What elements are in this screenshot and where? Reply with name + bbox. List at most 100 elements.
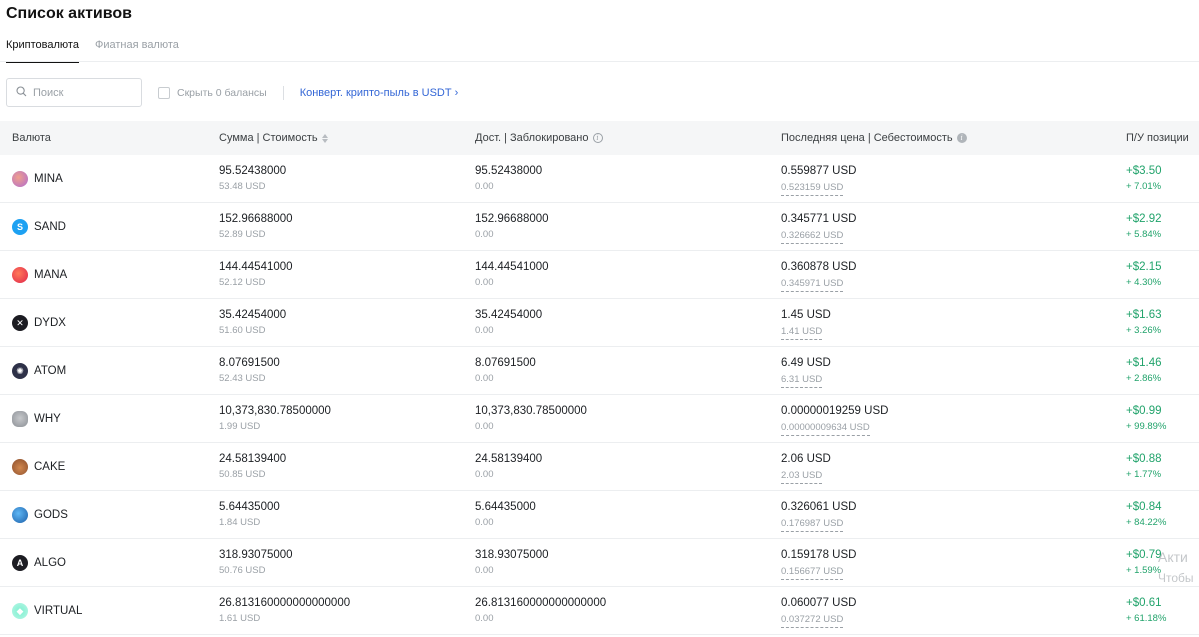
available-value: 10,373,830.78500000: [475, 405, 587, 417]
pnl-value: +$3.50: [1126, 165, 1162, 177]
atom-icon: ✺: [12, 363, 28, 379]
amount-usd-value: 52.12 USD: [219, 277, 266, 288]
price-cell: 0.159178 USD 0.156677 USD: [781, 549, 856, 580]
amount-usd-value: 50.76 USD: [219, 565, 266, 576]
asset-tabs: Криптовалюта Фиатная валюта: [6, 39, 179, 63]
pnl-cell: +$0.88 + 1.77%: [1126, 453, 1162, 480]
cost-basis[interactable]: 6.31 USD: [781, 374, 823, 388]
locked-value: 0.00: [475, 181, 494, 192]
last-price: 0.360878 USD: [781, 261, 857, 273]
amount-value: 318.93075000: [219, 549, 293, 561]
coin-cell: S SAND: [12, 219, 66, 235]
coin-cell: CAKE: [12, 459, 65, 475]
pnl-percent: + 1.59%: [1126, 565, 1162, 576]
available-cell: 24.58139400 0.00: [475, 453, 542, 480]
info-icon[interactable]: i: [956, 133, 967, 143]
header-amount[interactable]: Сумма | Стоимость: [219, 132, 328, 144]
coin-cell: GODS: [12, 507, 68, 523]
pnl-cell: +$0.79 + 1.59%: [1126, 549, 1162, 576]
price-cell: 0.345771 USD 0.326662 USD: [781, 213, 856, 244]
last-price: 0.00000019259 USD: [781, 405, 889, 417]
amount-cell: 95.52438000 53.48 USD: [219, 165, 286, 192]
amount-cell: 5.64435000 1.84 USD: [219, 501, 280, 528]
info-icon[interactable]: i: [592, 133, 603, 143]
table-row[interactable]: ✕ DYDX 35.42454000 51.60 USD 35.42454000…: [0, 299, 1199, 347]
pnl-value: +$0.99: [1126, 405, 1162, 417]
cost-basis[interactable]: 0.037272 USD: [781, 614, 844, 628]
amount-cell: 8.07691500 52.43 USD: [219, 357, 280, 384]
pnl-value: +$2.15: [1126, 261, 1162, 273]
cost-basis[interactable]: 2.03 USD: [781, 470, 823, 484]
pnl-percent: + 3.26%: [1126, 325, 1162, 336]
hide-zero-label: Скрыть 0 балансы: [177, 86, 267, 99]
cost-basis[interactable]: 0.156677 USD: [781, 566, 844, 580]
amount-cell: 152.96688000 52.89 USD: [219, 213, 293, 240]
available-cell: 152.96688000 0.00: [475, 213, 549, 240]
cost-basis[interactable]: 0.326662 USD: [781, 230, 844, 244]
header-price: Последняя цена | Себестоимость i: [781, 132, 967, 144]
hide-zero-checkbox[interactable]: [158, 86, 170, 99]
pnl-value: +$0.61: [1126, 597, 1162, 609]
pnl-percent: + 84.22%: [1126, 517, 1167, 528]
coin-symbol: CAKE: [34, 461, 66, 473]
convert-dust-link[interactable]: Конверт. крипто-пыль в USDT ›: [300, 87, 459, 99]
last-price: 1.45 USD: [781, 309, 831, 321]
cost-basis[interactable]: 0.345971 USD: [781, 278, 844, 292]
table-header: Валюта Сумма | Стоимость Дост. | Заблоки…: [0, 121, 1199, 155]
table-row[interactable]: S SAND 152.96688000 52.89 USD 152.966880…: [0, 203, 1199, 251]
price-cell: 2.06 USD 2.03 USD: [781, 453, 831, 484]
last-price: 0.559877 USD: [781, 165, 857, 177]
asset-rows: MINA 95.52438000 53.48 USD 95.52438000 0…: [0, 155, 1199, 635]
virtual-icon: ◆: [12, 603, 28, 619]
coin-symbol: VIRTUAL: [34, 605, 83, 617]
hide-zero-toggle[interactable]: Скрыть 0 балансы: [158, 86, 267, 99]
coin-symbol: SAND: [34, 221, 66, 233]
last-price: 0.345771 USD: [781, 213, 857, 225]
amount-value: 5.64435000: [219, 501, 280, 513]
amount-cell: 35.42454000 51.60 USD: [219, 309, 286, 336]
pnl-percent: + 2.86%: [1126, 373, 1162, 384]
cost-basis[interactable]: 1.41 USD: [781, 326, 823, 340]
search-box[interactable]: [6, 78, 142, 107]
toolbar: Скрыть 0 балансы Конверт. крипто-пыль в …: [6, 78, 458, 107]
table-row[interactable]: MANA 144.44541000 52.12 USD 144.44541000…: [0, 251, 1199, 299]
cake-icon: [12, 459, 28, 475]
sort-icon[interactable]: [321, 133, 328, 143]
amount-cell: 318.93075000 50.76 USD: [219, 549, 293, 576]
price-cell: 0.326061 USD 0.176987 USD: [781, 501, 856, 532]
table-row[interactable]: CAKE 24.58139400 50.85 USD 24.58139400 0…: [0, 443, 1199, 491]
cost-basis[interactable]: 0.176987 USD: [781, 518, 844, 532]
table-row[interactable]: WHY 10,373,830.78500000 1.99 USD 10,373,…: [0, 395, 1199, 443]
last-price: 2.06 USD: [781, 453, 831, 465]
why-icon: [12, 411, 28, 427]
pnl-cell: +$2.15 + 4.30%: [1126, 261, 1162, 288]
table-row[interactable]: GODS 5.64435000 1.84 USD 5.64435000 0.00…: [0, 491, 1199, 539]
table-row[interactable]: ◆ VIRTUAL 26.813160000000000000 1.61 USD…: [0, 587, 1199, 635]
table-row[interactable]: A ALGO 318.93075000 50.76 USD 318.930750…: [0, 539, 1199, 587]
pnl-cell: +$3.50 + 7.01%: [1126, 165, 1162, 192]
amount-usd-value: 50.85 USD: [219, 469, 266, 480]
search-input[interactable]: [33, 86, 133, 99]
pnl-percent: + 4.30%: [1126, 277, 1162, 288]
amount-value: 10,373,830.78500000: [219, 405, 331, 417]
coin-cell: ◆ VIRTUAL: [12, 603, 82, 619]
coin-cell: ✺ ATOM: [12, 363, 66, 379]
available-value: 95.52438000: [475, 165, 543, 177]
available-value: 318.93075000: [475, 549, 549, 561]
tabs-divider: [0, 61, 1199, 62]
last-price: 0.159178 USD: [781, 549, 857, 561]
tab-crypto[interactable]: Криптовалюта: [6, 39, 79, 63]
locked-value: 0.00: [475, 613, 494, 624]
tab-fiat[interactable]: Фиатная валюта: [94, 39, 179, 51]
cost-basis[interactable]: 0.00000009634 USD: [781, 422, 870, 436]
table-row[interactable]: ✺ ATOM 8.07691500 52.43 USD 8.07691500 0…: [0, 347, 1199, 395]
chevron-right-icon: ›: [454, 86, 459, 99]
coin-symbol: ATOM: [34, 365, 67, 377]
amount-cell: 26.813160000000000000 1.61 USD: [219, 597, 350, 624]
table-row[interactable]: MINA 95.52438000 53.48 USD 95.52438000 0…: [0, 155, 1199, 203]
pnl-percent: + 7.01%: [1126, 181, 1162, 192]
locked-value: 0.00: [475, 565, 494, 576]
cost-basis[interactable]: 0.523159 USD: [781, 182, 844, 196]
amount-usd-value: 53.48 USD: [219, 181, 266, 192]
price-cell: 6.49 USD 6.31 USD: [781, 357, 831, 388]
